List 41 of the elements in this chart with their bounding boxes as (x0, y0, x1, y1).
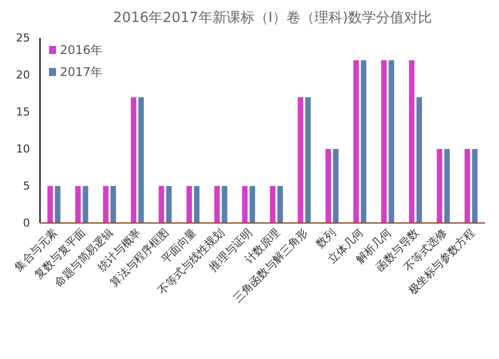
y-tick-label: 25 (16, 32, 30, 44)
bar (298, 97, 304, 223)
bar (333, 149, 339, 223)
bar (75, 186, 81, 223)
bar (444, 149, 450, 223)
bar (54, 186, 60, 223)
bar (381, 60, 387, 223)
bar (130, 97, 136, 223)
bar (360, 60, 366, 223)
bar (82, 186, 88, 223)
bar (436, 149, 442, 223)
chart-title: 2016年2017年新课标（Ⅰ）卷（理科)数学分值对比 (113, 10, 432, 26)
bar (166, 186, 172, 223)
bar (158, 186, 164, 223)
bar (472, 149, 478, 223)
bar (250, 186, 256, 223)
bar (242, 186, 248, 223)
y-tick-label: 5 (23, 180, 30, 192)
bar (194, 186, 200, 223)
y-tick-label: 0 (23, 216, 30, 230)
bar (270, 186, 276, 223)
y-tick-label: 20 (16, 68, 30, 82)
bar (326, 149, 332, 223)
bar (110, 186, 116, 223)
bar (138, 97, 144, 223)
bar (277, 186, 283, 223)
bar (388, 60, 394, 223)
legend-label: 2017年 (60, 65, 103, 79)
bar (222, 186, 228, 223)
bar (214, 186, 220, 223)
bar (47, 186, 53, 223)
bar (103, 186, 109, 223)
y-tick-label: 15 (16, 106, 30, 118)
legend-label: 2016年 (60, 43, 103, 57)
bar (408, 60, 414, 223)
bar (186, 186, 192, 223)
bar (353, 60, 359, 223)
bar (305, 97, 311, 223)
bar (464, 149, 470, 223)
bar (416, 97, 422, 223)
y-tick-label: 10 (16, 142, 30, 156)
